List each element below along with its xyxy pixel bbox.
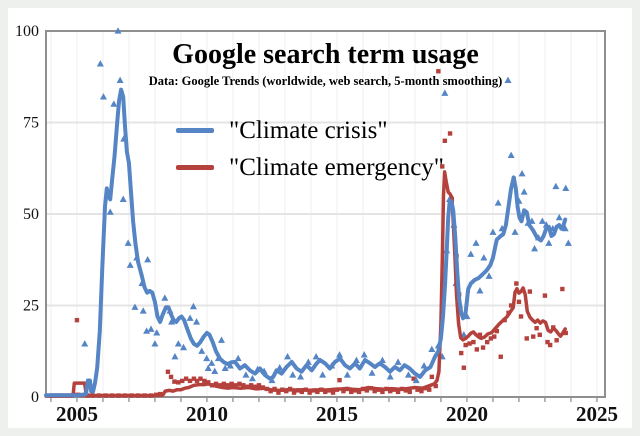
x-ticks: [50, 398, 598, 402]
x-tick-labels: 2005 2010 2015 2020 2025: [56, 402, 618, 426]
x-tick-label: 2005: [56, 402, 98, 426]
climate-emergency-line: [44, 170, 567, 398]
y-tick-label: 75: [23, 115, 39, 132]
climate-crisis-line: [44, 87, 568, 398]
y-tick-label: 0: [31, 389, 39, 406]
y-gridlines: [46, 121, 605, 307]
x-tick-label: 2010: [186, 402, 228, 426]
y-tick-label: 100: [15, 23, 39, 40]
plot-border: [45, 30, 606, 398]
x-tick-label: 2025: [576, 402, 618, 426]
y-tick-labels: 0 25 50 75 100: [15, 23, 39, 406]
y-tick-label: 25: [23, 298, 39, 315]
x-tick-label: 2020: [446, 402, 488, 426]
x-tick-label: 2015: [316, 402, 358, 426]
y-tick-label: 50: [23, 206, 39, 223]
climate-emergency-points: [48, 69, 568, 398]
